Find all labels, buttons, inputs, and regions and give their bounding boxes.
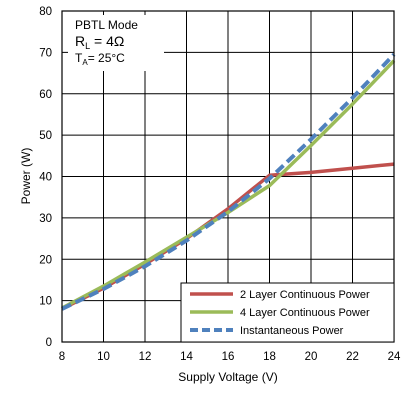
- y-tick-60: 60: [39, 89, 52, 101]
- x-tick-20: 20: [305, 351, 318, 363]
- annotation-temperature: TA= 25°C: [75, 51, 125, 67]
- y-tick-70: 70: [39, 47, 52, 59]
- y-axis-label: Power (W): [19, 148, 33, 205]
- x-tick-18: 18: [263, 351, 276, 363]
- annotation-mode: PBTL Mode: [75, 18, 138, 32]
- condition-annotation: PBTL Mode RL = 4Ω TA= 25°C: [68, 15, 164, 71]
- legend-label-2: 4 Layer Continuous Power: [240, 307, 370, 319]
- x-tick-16: 16: [222, 351, 235, 363]
- x-tick-22: 22: [346, 351, 359, 363]
- annotation-load: RL = 4Ω: [75, 33, 124, 51]
- y-tick-50: 50: [39, 130, 52, 142]
- y-tick-80: 80: [39, 6, 52, 18]
- legend: 2 Layer Continuous Power 4 Layer Continuo…: [180, 282, 395, 343]
- series-lines: [61, 53, 396, 311]
- y-tick-10: 10: [39, 296, 52, 308]
- x-tick-labels: 8 10 12 14 16 18 20 22 24: [59, 351, 401, 363]
- series-line-2: [61, 59, 396, 310]
- x-axis-label: Supply Voltage (V): [178, 370, 277, 384]
- y-tick-40: 40: [39, 172, 52, 184]
- x-tick-14: 14: [180, 351, 193, 363]
- x-tick-10: 10: [97, 351, 110, 363]
- x-tick-8: 8: [59, 351, 65, 363]
- y-tick-20: 20: [39, 254, 52, 266]
- annotation-background: [68, 15, 164, 71]
- y-tick-0: 0: [46, 337, 52, 349]
- x-tick-24: 24: [388, 351, 401, 363]
- legend-label-1: 2 Layer Continuous Power: [240, 289, 370, 301]
- y-tick-30: 30: [39, 213, 52, 225]
- legend-label-3: Instantaneous Power: [240, 325, 344, 337]
- y-tick-labels: 0 10 20 30 40 50 60 70 80: [39, 6, 52, 349]
- series-line-3: [61, 53, 396, 311]
- x-tick-12: 12: [139, 351, 152, 363]
